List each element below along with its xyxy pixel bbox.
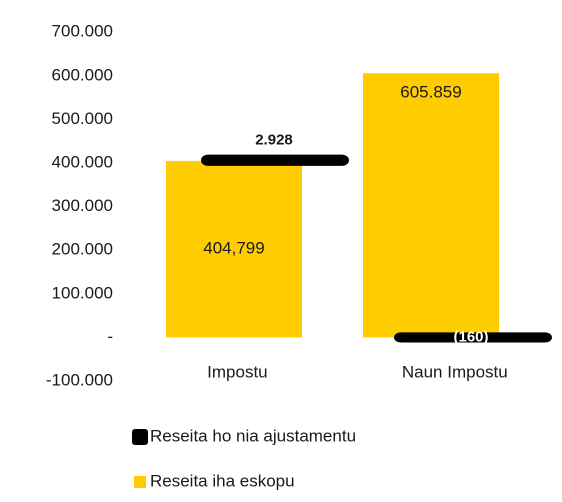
data-label: 404,799	[203, 239, 264, 258]
legend-label: Reseita ho nia ajustamentu	[150, 426, 356, 445]
data-label: 2.928	[255, 132, 293, 149]
y-tick-label: 200.000	[52, 240, 113, 259]
legend-label: Reseita iha eskopu	[150, 471, 295, 490]
adjustment-bar	[394, 332, 552, 343]
y-tick-label: 500.000	[52, 109, 113, 128]
y-tick-label: 700.000	[52, 22, 113, 41]
data-label: 605.859	[400, 83, 461, 102]
y-tick-label: 600.000	[52, 65, 113, 84]
x-tick-label: Impostu	[207, 362, 267, 381]
x-tick-label: Naun Impostu	[402, 362, 508, 381]
adjustment-bar	[201, 154, 349, 166]
y-tick-label: -	[107, 327, 113, 346]
legend-swatch	[132, 429, 148, 445]
y-tick-label: 300.000	[52, 196, 113, 215]
legend-swatch	[134, 476, 146, 488]
bar	[363, 73, 499, 338]
data-label: (160)	[453, 328, 488, 345]
y-tick-label: 100.000	[52, 283, 113, 302]
y-tick-label: 400.000	[52, 152, 113, 171]
bar	[166, 160, 302, 338]
y-tick-label: -100.000	[46, 370, 113, 389]
